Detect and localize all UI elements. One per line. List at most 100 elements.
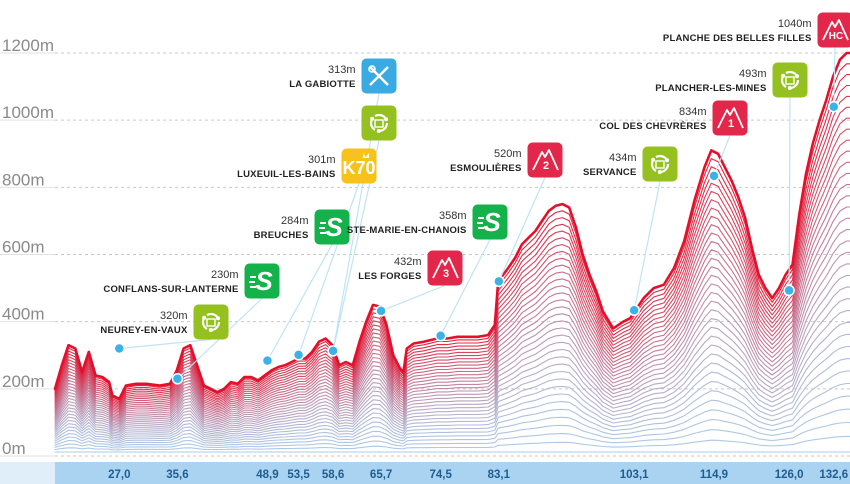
profile-shade-line [54,117,850,409]
point-elevation: 493m [739,68,767,80]
profile-shade-line [54,382,850,444]
point-elevation: 1040m [778,18,812,30]
mountain-shape [532,149,559,171]
route-point-bonus: K70 301m LUXEUIL-LES-BAINS [237,148,377,184]
climb-category-label: 3 [443,268,449,280]
y-tick-label: 1000m [2,103,54,122]
x-axis: 27,0 35,6 48,9 53,5 58,6 65,7 74,5 83,1 103,1 114… [108,469,848,481]
recycle-arrow-head [370,116,375,121]
recycle-icon [772,62,808,98]
mountain-shape [432,257,459,279]
point-name: BREUCHES [254,230,309,241]
x-tick-label: 53,5 [287,469,310,481]
km-marker-dot [261,354,274,367]
profile-shade-line [54,74,850,403]
x-tick-label: 103,1 [620,469,649,481]
km-marker-dot [375,305,387,317]
leader-line [298,183,360,356]
bonus-badge-label: K70 [342,158,375,178]
y-tick-label: 600m [2,238,45,257]
route-point-recycle [361,105,397,141]
mountain-shape [717,107,744,129]
km-markers [113,100,840,385]
route-point-climb: 1 834m COL DES CHEVRÈRES [599,100,748,136]
point-elevation: 313m [328,64,356,76]
x-tick-label: 35,6 [166,469,188,481]
profile-shade-line [54,240,850,425]
recycle-arrow-head [657,169,662,174]
route-point-recycle: 434m SERVANCE [583,146,678,182]
recycle-arrow-head [781,73,786,78]
route-point-climb: 2 520m ESMOULIÈRES [450,142,563,178]
route-point-recycle: 320m NEUREY-EN-VAUX [100,304,229,340]
point-elevation: 520m [494,148,522,160]
km-marker-dot [783,284,795,297]
profile-shade-line [54,95,850,406]
point-elevation: 434m [609,152,637,164]
profile-shade-line [54,358,850,441]
sprint-s-glyph: S [483,207,501,237]
x-tick-label: 126,0 [775,469,804,481]
sprint-s-glyph: S [325,212,343,242]
y-tick-label: 800m [2,170,45,189]
leader-line [498,177,546,282]
y-tick-label: 400m [2,305,45,324]
recycle-arrow-head [665,158,670,163]
recycle-arrow-head [216,316,221,321]
km-marker-dot [493,275,505,288]
point-elevation: 320m [160,310,188,322]
y-grid [0,52,850,457]
km-marker-dot [628,304,640,316]
route-point-climb: 3 432m LES FORGES [358,250,463,286]
leader-line [633,181,661,311]
point-name: PLANCHE DES BELLES FILLES [663,33,812,44]
x-tick-label: 65,7 [370,469,392,481]
profile-shade-line [54,408,850,447]
profile-shade-line [54,229,850,423]
climb-icon [817,12,850,48]
profile-shade-line [54,263,850,428]
climb-category-label: 1 [728,118,734,130]
route-point-sprint: S 230m CONFLANS-SUR-LANTERNE [103,263,280,299]
y-axis: 0m 200m 400m 600m 800m 1000m 1200m [2,36,54,458]
profile-shade-line [54,172,850,416]
point-name: COL DES CHEVRÈRES [599,121,706,132]
point-name: LES FORGES [358,271,421,282]
mountain-shape [822,19,849,41]
profile-shade-line [54,435,850,451]
recycle-arrow-head [795,74,800,79]
recycle-icon [361,105,397,141]
x-tick-label: 114,9 [700,469,728,481]
x-tick-label: 48,9 [256,469,278,481]
x-axis-band [0,462,850,484]
route-points: 320m NEUREY-EN-VAUX S 230m CONFLANS-SUR-LANT… [100,12,850,340]
y-tick-label: 1200m [2,36,54,55]
recycle-bin [785,76,795,85]
recycle-bin [374,119,384,128]
profile-shade-line [54,217,850,422]
x-axis-band-fill [55,462,850,484]
recycle-arrow-head [651,157,656,162]
km-marker-dot [708,170,720,182]
route-point-recycle: 493m PLANCHER-LES-MINES [655,62,808,98]
profile-shade-line [54,370,850,442]
profile-shade-line [54,206,850,420]
sprint-icon [314,209,350,245]
point-elevation: 834m [679,106,707,118]
profile-shade-line [54,298,850,433]
point-elevation: 230m [211,269,239,281]
profile-shade-line [54,321,850,436]
recycle-arrow-head [202,315,207,320]
recycle-arrow-head [376,128,381,133]
crown-shape [363,153,369,158]
profile-shade-line [54,128,850,410]
route-point-climb: HC 1040m PLANCHE DES BELLES FILLES [663,12,850,48]
x-tick-label: 132,6 [819,469,848,481]
x-tick-label: 83,1 [488,469,511,481]
km-marker-dot [171,373,184,385]
km-marker-dot [113,342,126,355]
point-name: PLANCHER-LES-MINES [655,83,766,94]
route-point-sprint: S 284m BREUCHES [254,209,350,245]
point-elevation: 301m [308,154,336,166]
